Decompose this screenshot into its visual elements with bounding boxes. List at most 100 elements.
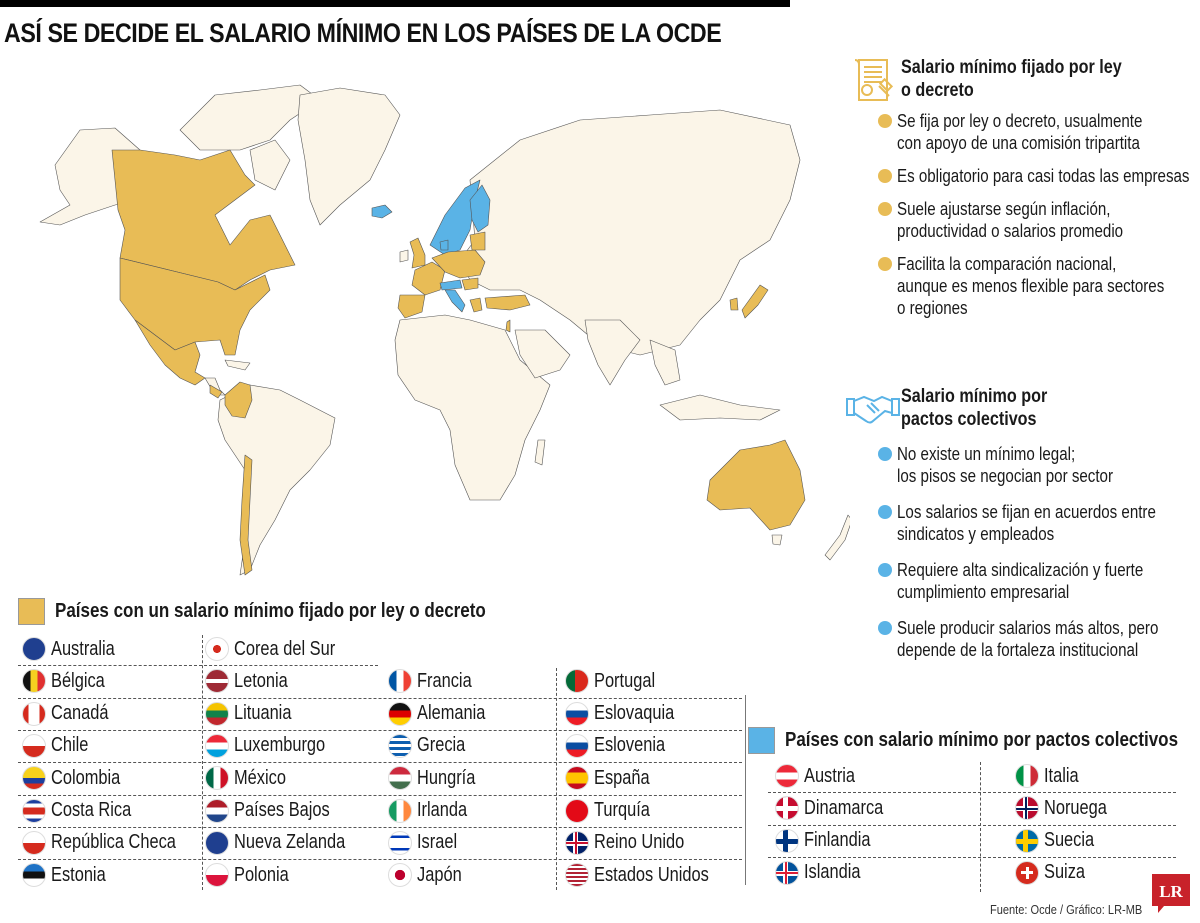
country-name: Letonia bbox=[234, 669, 288, 692]
country-name: Grecia bbox=[417, 734, 466, 757]
flag-chile-icon bbox=[22, 733, 46, 758]
legend-law-header: Países con un salario mínimo fijado por … bbox=[18, 598, 562, 625]
country-item-suiza: Suiza bbox=[1015, 857, 1094, 889]
bullet-dot-icon bbox=[878, 563, 892, 577]
country-item-espana: España bbox=[565, 762, 662, 794]
country-name: Estados Unidos bbox=[594, 863, 709, 886]
info-law-section: Salario mínimo fijado por ley o decreto … bbox=[845, 56, 1200, 330]
country-name: Chile bbox=[51, 734, 89, 757]
country-name: Costa Rica bbox=[51, 799, 132, 821]
country-name: Suiza bbox=[1044, 861, 1086, 884]
flag-colombia-icon bbox=[22, 766, 46, 791]
spain-portugal bbox=[397, 294, 426, 319]
country-name: Nueva Zelanda bbox=[234, 831, 346, 854]
flag-espana-icon bbox=[565, 766, 589, 791]
country-item-estados-unidos: Estados Unidos bbox=[565, 859, 734, 891]
legend-collective-header: Países con salario mínimo por pactos col… bbox=[748, 727, 1200, 754]
flag-luxemburgo-icon bbox=[205, 733, 229, 758]
country-item-costa-rica: Costa Rica bbox=[22, 795, 149, 827]
bullet-dot-icon bbox=[878, 447, 892, 461]
flag-republica-checa-icon bbox=[22, 830, 46, 855]
hungary bbox=[461, 277, 479, 291]
country-item-mexico: México bbox=[205, 762, 297, 794]
country-item-hungria: Hungría bbox=[388, 762, 488, 794]
country-name: Luxemburgo bbox=[234, 734, 326, 757]
legend-law-title: Países con un salario mínimo fijado por … bbox=[55, 600, 486, 622]
country-name: Alemania bbox=[417, 702, 486, 725]
country-name: Polonia bbox=[234, 863, 289, 886]
bullet-dot-icon bbox=[878, 257, 892, 271]
italy bbox=[444, 289, 466, 313]
bullet-item: Se fija por ley o decreto, usualmente co… bbox=[845, 110, 1200, 154]
country-name: Turquía bbox=[594, 799, 650, 821]
country-item-chile: Chile bbox=[22, 730, 97, 762]
country-item-turquia: Turquía bbox=[565, 795, 662, 827]
legend-law-swatch bbox=[18, 598, 45, 625]
finland bbox=[469, 184, 491, 233]
bullet-item: Requiere alta sindicalización y fuerte c… bbox=[845, 559, 1200, 603]
country-item-suecia: Suecia bbox=[1015, 825, 1105, 857]
flag-estonia-icon bbox=[22, 863, 46, 888]
country-item-lituania: Lituania bbox=[205, 698, 304, 730]
flag-lituania-icon bbox=[205, 701, 229, 726]
uk bbox=[409, 237, 426, 269]
flag-austria-icon bbox=[775, 764, 799, 788]
country-name: Eslovenia bbox=[594, 734, 666, 757]
top-rule bbox=[0, 0, 790, 7]
country-name: Canadá bbox=[51, 702, 109, 725]
country-item-paises-bajos: Países Bajos bbox=[205, 795, 351, 827]
flag-japon-icon bbox=[388, 863, 412, 888]
denmark bbox=[439, 239, 449, 251]
country-name: Estonia bbox=[51, 863, 106, 886]
flag-reino-unido-icon bbox=[565, 830, 589, 855]
flag-paises-bajos-icon bbox=[205, 798, 229, 823]
flag-corea-del-sur-icon bbox=[205, 637, 229, 661]
row-divider bbox=[18, 794, 742, 796]
country-item-nueva-zelanda: Nueva Zelanda bbox=[205, 827, 370, 859]
country-name: Italia bbox=[1044, 764, 1079, 787]
flag-polonia-icon bbox=[205, 863, 229, 888]
row-divider bbox=[18, 859, 742, 861]
country-item-japon: Japón bbox=[388, 859, 472, 891]
country-name: México bbox=[234, 766, 286, 789]
country-item-reino-unido: Reino Unido bbox=[565, 827, 704, 859]
svg-text:LR: LR bbox=[1159, 882, 1183, 901]
country-name: Colombia bbox=[51, 766, 121, 789]
tasmania bbox=[771, 534, 783, 546]
row-divider bbox=[18, 826, 742, 828]
country-name: Dinamarca bbox=[804, 796, 884, 819]
country-name: España bbox=[594, 766, 650, 789]
mexico bbox=[134, 319, 206, 386]
country-item-polonia: Polonia bbox=[205, 859, 301, 891]
country-name: Francia bbox=[417, 669, 472, 692]
country-item-letonia: Letonia bbox=[205, 665, 300, 697]
flag-grecia-icon bbox=[388, 733, 412, 758]
country-name: Reino Unido bbox=[594, 831, 685, 854]
country-name: República Checa bbox=[51, 831, 176, 854]
bullet-dot-icon bbox=[878, 114, 892, 128]
row-divider bbox=[768, 824, 1176, 826]
country-item-austria: Austria bbox=[775, 760, 866, 792]
flag-australia-icon bbox=[22, 637, 46, 661]
page-title: ASÍ SE DECIDE EL SALARIO MÍNIMO EN LOS P… bbox=[4, 18, 722, 48]
country-item-finlandia: Finlandia bbox=[775, 825, 885, 857]
country-item-eslovaquia: Eslovaquia bbox=[565, 698, 692, 730]
flag-portugal-icon bbox=[565, 669, 589, 694]
eurasia-base bbox=[459, 109, 801, 356]
country-name: Eslovaquia bbox=[594, 702, 675, 725]
germany-poland bbox=[431, 249, 486, 279]
greece bbox=[469, 297, 483, 313]
madagascar bbox=[534, 439, 546, 466]
world-map bbox=[39, 84, 850, 576]
country-item-dinamarca: Dinamarca bbox=[775, 792, 901, 824]
south-korea bbox=[729, 297, 739, 311]
legend-collective-title: Países con salario mínimo por pactos col… bbox=[785, 729, 1179, 751]
bullet-item: Los salarios se fijan en acuerdos entre … bbox=[845, 501, 1200, 545]
flag-irlanda-icon bbox=[388, 798, 412, 823]
country-item-grecia: Grecia bbox=[388, 730, 476, 762]
info-law-title-line2: o decreto bbox=[901, 80, 974, 101]
switzerland-austria bbox=[439, 279, 463, 291]
country-item-corea-del-sur: Corea del Sur bbox=[205, 633, 357, 665]
country-item-irlanda: Irlanda bbox=[388, 795, 478, 827]
iceland bbox=[371, 204, 393, 219]
